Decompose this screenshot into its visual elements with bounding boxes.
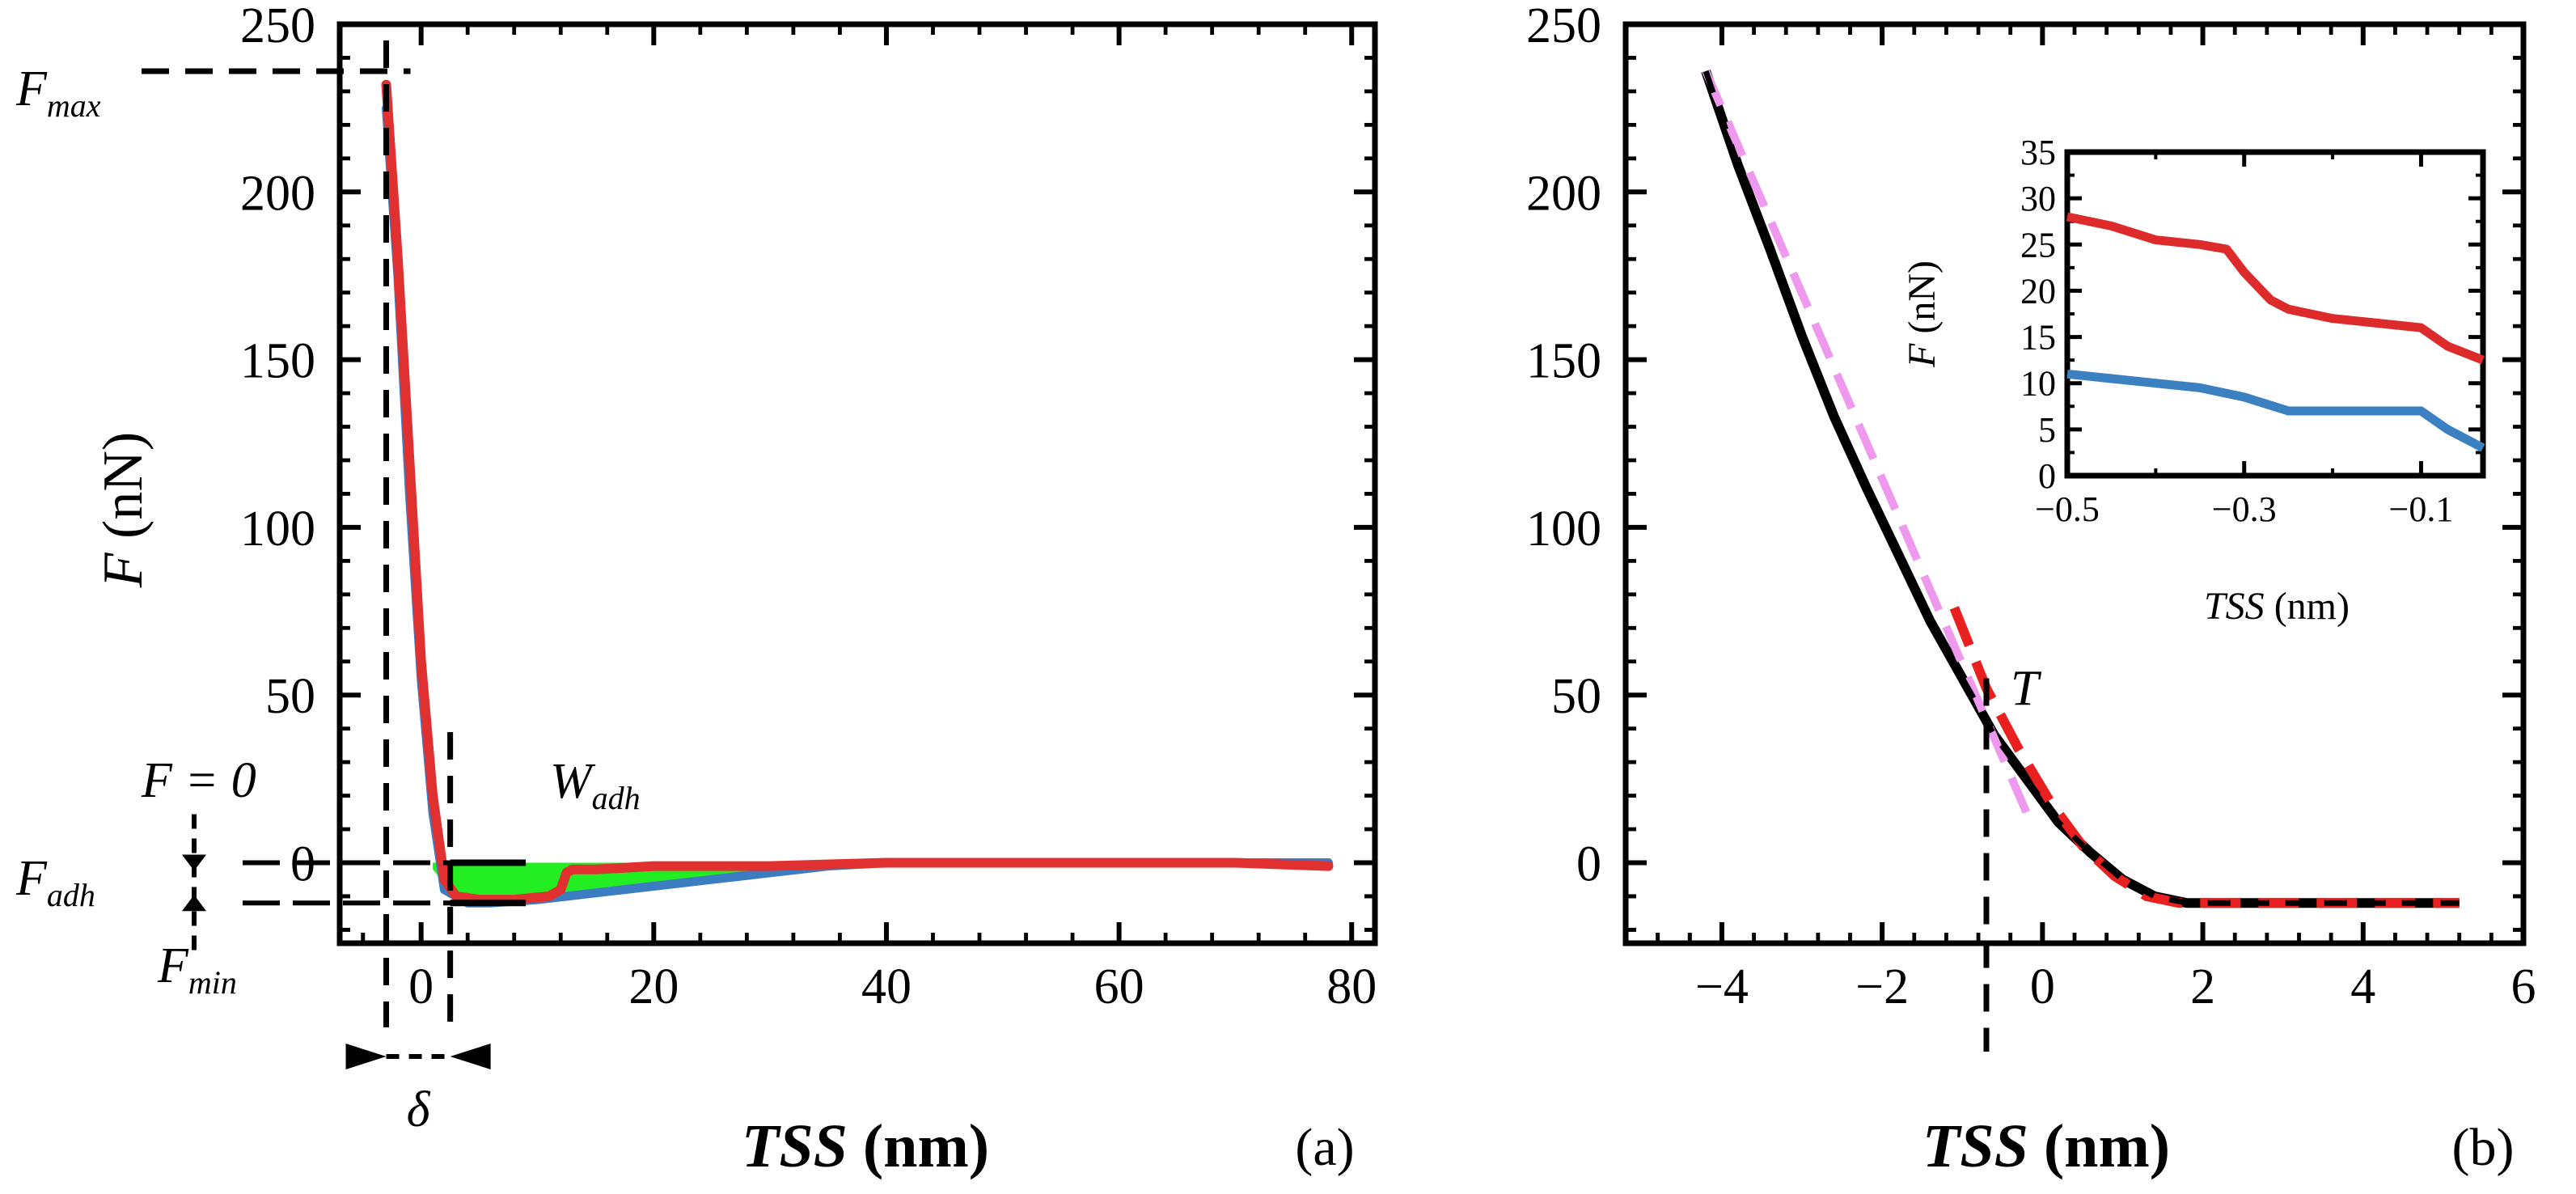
- y-tick-label: 250: [240, 0, 315, 53]
- x-tick-label: −2: [1855, 959, 1909, 1014]
- f-max-label: Fmax: [15, 61, 101, 124]
- f-min-label: Fmin: [157, 938, 237, 1001]
- approach-curve-blue: [382, 104, 1333, 908]
- inset-ticks: −0.5 −0.3 −0.1 0 5 10 15 20 25 30 35: [2020, 133, 2483, 529]
- inset-chart: −0.5 −0.3 −0.1 0 5 10 15 20 25 30 35 F (nN) TSS (n…: [1901, 133, 2486, 628]
- y-tick-label: 25: [2020, 225, 2056, 265]
- f-adh-arrow-bottom: [182, 895, 206, 912]
- delta-arrow-left: [345, 1044, 387, 1069]
- y-tick-label: 200: [240, 166, 315, 221]
- panel-a-xlabel-var: TSS: [742, 1112, 848, 1180]
- y-tick-label: 100: [1526, 502, 1601, 557]
- x-tick-label: 4: [2350, 959, 2375, 1014]
- panel-b-xlabel: TSS (nm): [1922, 1112, 2170, 1180]
- inset-ylabel-unit: (nN): [1901, 260, 1944, 344]
- f-adh-label: Fadh: [15, 851, 95, 913]
- delta-label: δ: [407, 1082, 431, 1137]
- y-tick-label: 35: [2020, 133, 2056, 172]
- panel-b-label: (b): [2452, 1118, 2515, 1177]
- w-adh-label: Wadh: [550, 754, 641, 816]
- panel-b-xlabel-var: TSS: [1922, 1112, 2028, 1180]
- x-tick-label: −0.3: [2212, 489, 2277, 529]
- y-tick-label: 15: [2020, 318, 2056, 358]
- x-tick-label: −4: [1695, 959, 1749, 1014]
- x-tick-label: 60: [1094, 959, 1144, 1014]
- y-tick-label: 20: [2020, 271, 2056, 311]
- x-tick-label: −0.1: [2389, 489, 2454, 529]
- y-tick-label: 150: [1526, 334, 1601, 389]
- y-tick-label: 50: [265, 669, 315, 724]
- inset-curve-blue: [2066, 369, 2485, 452]
- x-tick-label: 2: [2190, 959, 2215, 1014]
- x-tick-label: 0: [2030, 959, 2055, 1014]
- panel-a-label: (a): [1295, 1118, 1354, 1177]
- inset-ylabel: F (nN): [1901, 260, 1944, 368]
- y-tick-label: 200: [1526, 166, 1601, 221]
- y-tick-label: 5: [2038, 410, 2056, 450]
- retract-curve-red: [381, 79, 1334, 905]
- y-tick-label: 0: [2038, 456, 2056, 496]
- f-adh-arrow-top: [182, 854, 206, 871]
- panel-a-annotations: Fmax Fadh Fmin F = 0 Wadh δ: [15, 40, 641, 1137]
- x-tick-label: 80: [1326, 959, 1377, 1014]
- linear-fit-pink: [1702, 70, 2031, 815]
- f-zero-label: F = 0: [141, 753, 256, 808]
- x-tick-label: −0.5: [2035, 489, 2100, 529]
- panel-a-ylabel-var: F: [92, 552, 154, 588]
- panel-b-series: [1701, 70, 2460, 908]
- inset-series: [2066, 212, 2485, 452]
- panel-a-ticks: 020406080050100150200250: [240, 0, 1377, 1014]
- panel-a-series: [381, 79, 1334, 908]
- panel-a-frame: [336, 21, 1378, 946]
- y-tick-label: 150: [240, 334, 315, 389]
- measured-curve-black-dashes: [1703, 70, 2460, 906]
- inset-curve-red: [2066, 212, 2485, 365]
- panel-a-xlabel: TSS (nm): [742, 1112, 989, 1180]
- y-tick-label: 50: [1551, 669, 1601, 724]
- x-tick-label: 6: [2511, 959, 2536, 1014]
- inset-frame: [2064, 149, 2486, 479]
- x-tick-label: 40: [861, 959, 912, 1014]
- y-tick-label: 0: [1576, 836, 1601, 891]
- y-tick-label: 10: [2020, 364, 2056, 404]
- y-tick-label: 100: [240, 502, 315, 557]
- delta-arrow-right: [450, 1044, 491, 1069]
- inset-xlabel-unit: (nm): [2265, 585, 2350, 628]
- inset-xlabel-var: TSS: [2204, 585, 2265, 628]
- x-tick-label: 20: [628, 959, 679, 1014]
- contact-fit-red: [1949, 606, 2460, 908]
- panel-a-xlabel-unit: (nm): [848, 1112, 989, 1180]
- y-tick-label: 250: [1526, 0, 1601, 53]
- inset-ylabel-var: F: [1901, 343, 1944, 368]
- x-tick-label: 0: [408, 959, 434, 1014]
- panel-a-ylabel: F (nN): [92, 432, 154, 588]
- panel-b-xlabel-unit: (nm): [2028, 1112, 2170, 1180]
- y-tick-label: 30: [2020, 179, 2056, 218]
- t-label: T: [2011, 662, 2042, 717]
- panel-a-ylabel-unit: (nN): [92, 432, 154, 553]
- panel-b-annotations: T: [1983, 662, 2042, 1052]
- inset-xlabel: TSS (nm): [2204, 585, 2350, 628]
